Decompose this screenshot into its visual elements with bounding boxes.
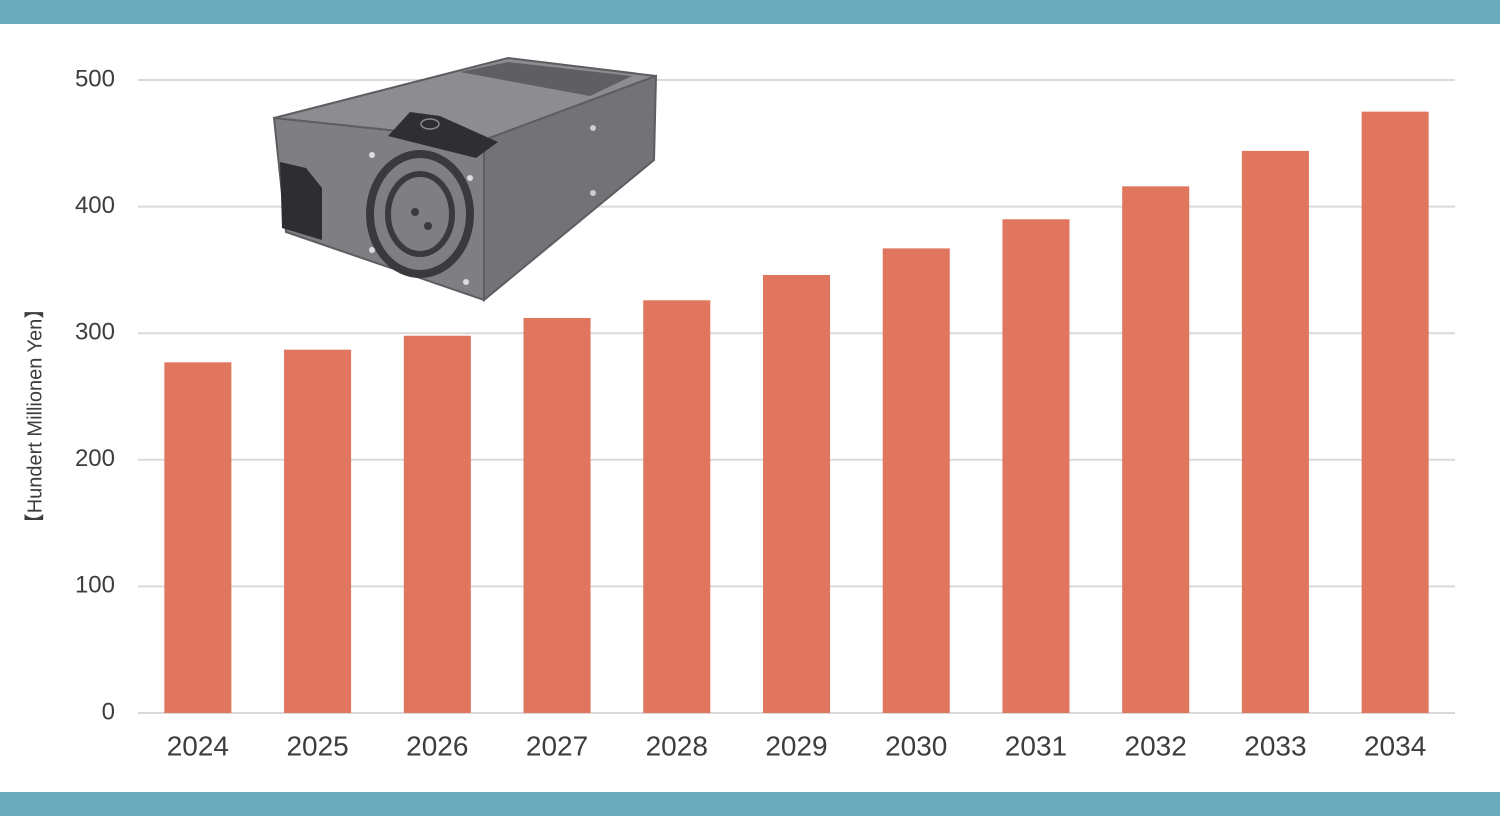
x-tick-label: 2024 — [167, 730, 229, 761]
bar — [1361, 111, 1429, 713]
y-tick-label: 300 — [75, 319, 115, 346]
y-tick-label: 500 — [75, 65, 115, 92]
x-tick-label: 2032 — [1125, 730, 1187, 761]
bar — [1122, 186, 1190, 713]
bar — [284, 349, 352, 713]
y-tick-label: 200 — [75, 445, 115, 472]
bar — [403, 335, 471, 713]
bar — [643, 300, 711, 713]
x-tick-label: 2031 — [1005, 730, 1067, 761]
bar — [164, 362, 232, 713]
power-supply-illustration — [272, 56, 658, 303]
x-tick-label: 2029 — [765, 730, 827, 761]
x-tick-label: 2026 — [406, 730, 468, 761]
bar — [882, 248, 950, 714]
x-tick-label: 2034 — [1364, 730, 1426, 761]
plot-area: 0 100 200 300 400 500 2024 2025 2026 2027 2028 2029… — [75, 65, 1455, 761]
bottom-band — [0, 792, 1500, 816]
y-tick-label: 0 — [102, 698, 115, 725]
bar — [762, 274, 831, 713]
top-band — [0, 0, 1500, 24]
y-axis-label: 【Hundert Millionen Yen】 — [24, 299, 46, 534]
bar — [1002, 219, 1070, 713]
x-tick-label: 2025 — [286, 730, 348, 761]
bar — [1241, 150, 1309, 713]
y-tick-label: 400 — [75, 192, 115, 219]
x-tick-label: 2030 — [885, 730, 947, 761]
x-tick-label: 2027 — [526, 730, 588, 761]
y-tick-label: 100 — [75, 572, 115, 599]
x-tick-label: 2033 — [1244, 730, 1306, 761]
bar — [523, 318, 591, 713]
x-tick-label: 2028 — [646, 730, 708, 761]
